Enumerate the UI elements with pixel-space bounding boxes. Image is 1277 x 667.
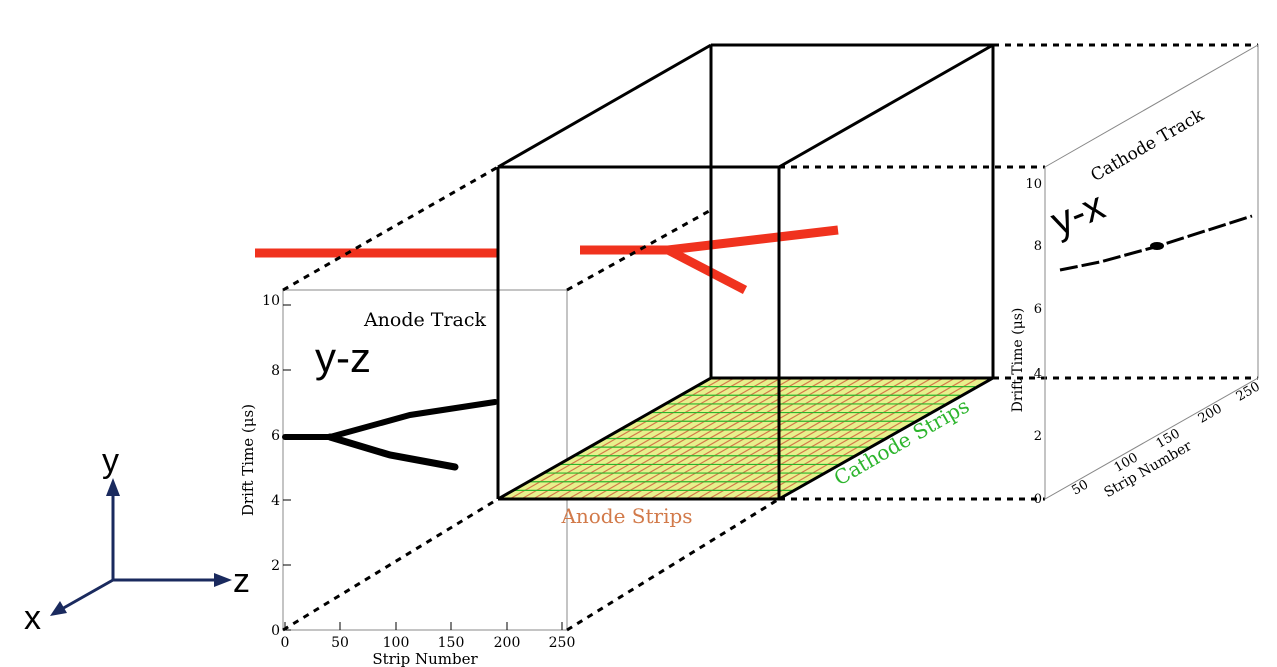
anode-projection-label: y-z (315, 334, 371, 381)
z-axis-label: z (233, 562, 250, 600)
cathode-ytick-8: 8 (1034, 239, 1042, 254)
coordinate-axes (50, 478, 232, 616)
cathode-ytick-0: 0 (1034, 492, 1042, 507)
anode-xtick-100: 100 (383, 635, 410, 651)
cathode-ytick-2: 2 (1034, 429, 1042, 444)
incident-track (255, 225, 839, 294)
x-axis-arrow (59, 578, 114, 612)
anode-ylabel: Drift Time (μs) (239, 404, 257, 516)
anode-xtick-50: 50 (331, 635, 349, 651)
anode-xlabel: Strip Number (372, 650, 478, 667)
anode-ytick-2: 2 (271, 558, 280, 574)
anode-track (282, 399, 498, 471)
anode-ytick-6: 6 (271, 428, 280, 444)
cathode-track (1059, 214, 1253, 272)
cathode-strip-lines (513, 386, 975, 491)
cathode-xtick-50: 50 (1069, 477, 1091, 498)
cathode-ytick-4: 4 (1034, 367, 1042, 382)
anode-strips-label: Anode Strips (560, 504, 692, 528)
anode-ytick-0: 0 (271, 623, 280, 639)
anode-ytick-10: 10 (262, 293, 280, 309)
anode-ytick-4: 4 (271, 493, 280, 509)
z-arrowhead (214, 573, 232, 587)
cathode-ytick-6: 6 (1034, 302, 1042, 317)
anode-xtick-200: 200 (494, 635, 521, 651)
projection-lines (282, 43, 1258, 632)
cathode-xtick-250: 250 (1234, 379, 1263, 404)
cathode-title: Cathode Track (1088, 105, 1209, 186)
anode-title: Anode Track (363, 309, 487, 331)
x-arrowhead (50, 601, 67, 616)
cathode-ytick-10: 10 (1025, 177, 1042, 192)
anode-xtick-250: 250 (549, 635, 576, 651)
cathode-plot-frame (1044, 44, 1259, 500)
x-axis-label: x (24, 599, 41, 637)
anode-xtick-0: 0 (281, 635, 290, 651)
cathode-xtick-200: 200 (1196, 401, 1225, 426)
y-axis-label: y (102, 442, 119, 480)
anode-xtick-150: 150 (438, 635, 465, 651)
cathode-projection-label: y-x (1045, 184, 1111, 245)
anode-panel: 0 2 4 6 8 10 0 50 100 150 200 250 Strip … (239, 289, 576, 667)
y-arrowhead (106, 478, 120, 496)
cathode-ylabel: Drift Time (μs) (1010, 308, 1026, 413)
anode-ytick-8: 8 (271, 363, 280, 379)
cathode-panel: 0 2 4 6 8 10 50 100 150 200 250 Strip Nu… (1010, 44, 1263, 507)
